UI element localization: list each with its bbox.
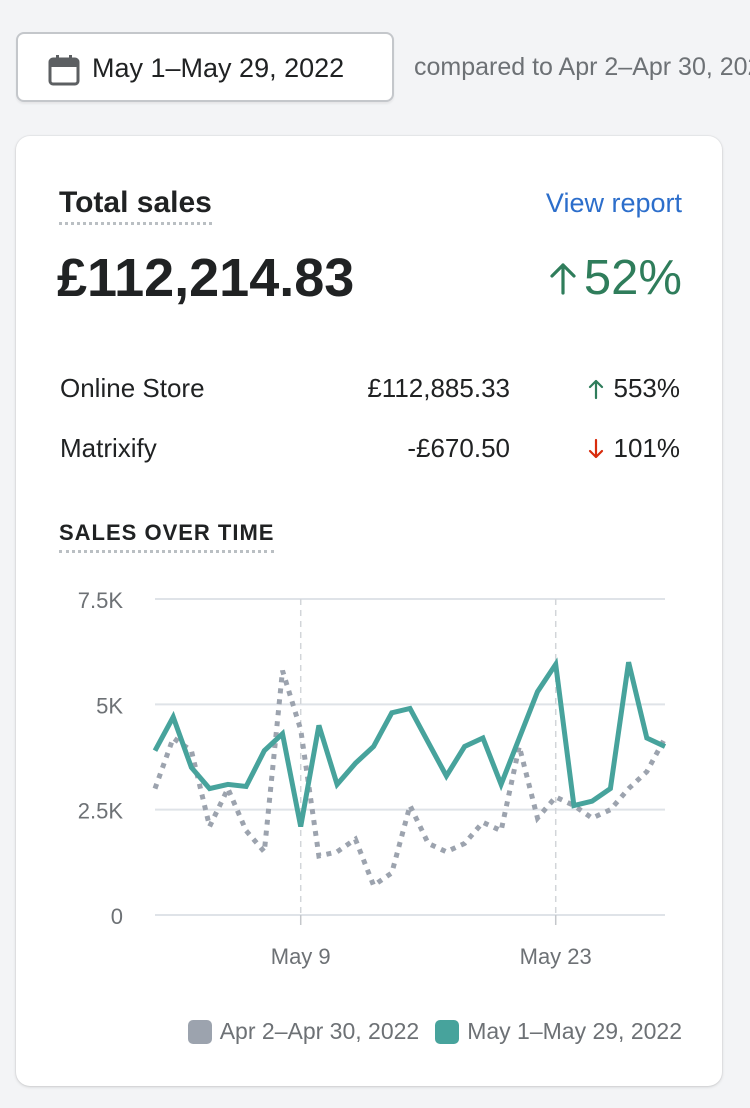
series-line-previous xyxy=(152,669,668,890)
total-change-value: 52% xyxy=(583,251,682,305)
series-line-current xyxy=(152,657,667,827)
legend-label-current: May 1–May 29, 2022 xyxy=(467,1018,682,1044)
card-title: Total sales xyxy=(59,186,212,225)
channel-name: Matrixify xyxy=(60,433,157,463)
arrow-up-icon xyxy=(550,263,576,295)
x-tick-label: May 9 xyxy=(271,944,331,969)
channel-change: 553% xyxy=(588,373,681,404)
arrow-down-icon xyxy=(588,438,603,458)
legend-label-previous: Apr 2–Apr 30, 2022 xyxy=(219,1018,420,1044)
comparison-text: compared to Apr 2–Apr 30, 2022 xyxy=(414,53,750,81)
y-tick-label: 0 xyxy=(111,904,123,929)
channel-amount: -£670.50 xyxy=(407,433,510,463)
breakdown-row: Online Store £112,885.33 553% xyxy=(60,373,680,413)
legend-swatch-current xyxy=(435,1019,460,1044)
channel-change: 101% xyxy=(588,433,681,464)
y-tick-label: 7.5K xyxy=(78,588,124,613)
view-report-link[interactable]: View report xyxy=(545,188,682,218)
arrow-up-icon xyxy=(588,379,603,399)
channel-change-value: 101% xyxy=(613,433,681,463)
y-tick-label: 2.5K xyxy=(78,799,124,824)
date-range-label: May 1–May 29, 2022 xyxy=(92,53,345,83)
legend-swatch-previous xyxy=(187,1019,212,1044)
legend-item-previous: Apr 2–Apr 30, 2022 xyxy=(187,1018,420,1045)
y-tick-label: 5K xyxy=(96,693,123,718)
total-sales-value: £112,214.83 xyxy=(57,248,355,308)
channel-amount: £112,885.33 xyxy=(367,373,510,403)
channel-name: Online Store xyxy=(60,373,205,403)
total-sales-card: Total sales View report £112,214.83 52% … xyxy=(16,136,722,1086)
chart-legend: Apr 2–Apr 30, 2022 May 1–May 29, 2022 xyxy=(187,1018,682,1045)
x-tick-label: May 23 xyxy=(520,944,592,969)
channel-change-value: 553% xyxy=(613,373,681,403)
sales-over-time-chart: 0 2.5K 5K 7.5K May 9 May 23 xyxy=(78,588,668,969)
legend-item-current: May 1–May 29, 2022 xyxy=(435,1018,682,1045)
total-change: 52% xyxy=(548,248,682,308)
chart-section-title: SALES OVER TIME xyxy=(59,520,275,553)
date-range-button[interactable]: May 1–May 29, 2022 xyxy=(16,32,394,102)
breakdown-row: Matrixify -£670.50 101% xyxy=(60,433,680,473)
calendar-icon xyxy=(48,54,80,86)
